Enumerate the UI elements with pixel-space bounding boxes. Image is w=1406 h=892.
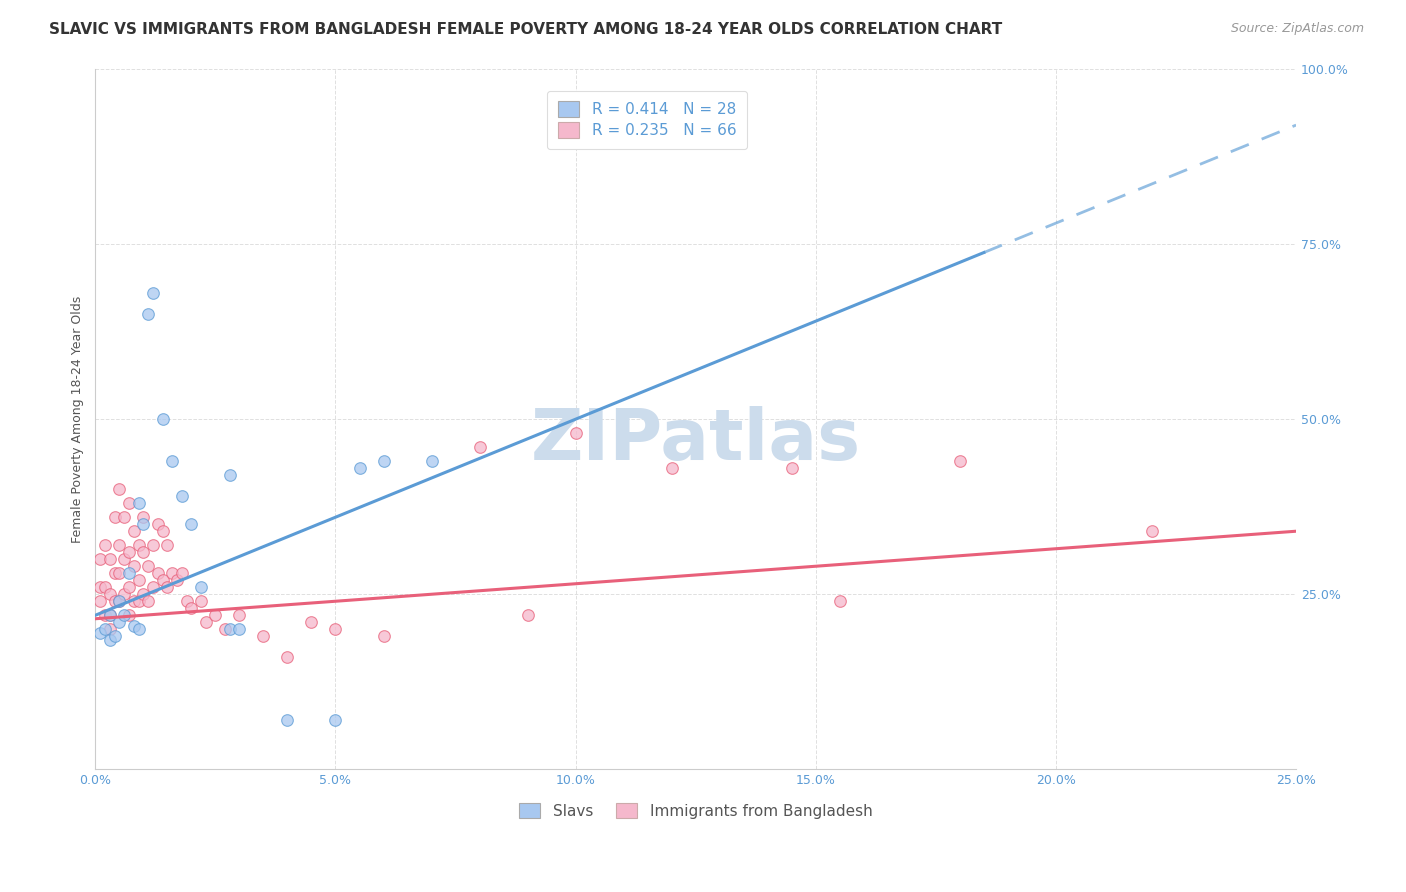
Point	[108, 594, 131, 608]
Point	[108, 538, 131, 552]
Point	[128, 594, 150, 608]
Point	[136, 594, 159, 608]
Point	[118, 496, 141, 510]
Point	[118, 580, 141, 594]
Point	[112, 608, 135, 623]
Point	[190, 580, 212, 594]
Point	[276, 713, 298, 727]
Point	[103, 629, 125, 643]
Point	[828, 594, 851, 608]
Point	[373, 454, 395, 468]
Point	[190, 594, 212, 608]
Point	[94, 608, 117, 623]
Point	[780, 461, 803, 475]
Point	[166, 573, 188, 587]
Text: SLAVIC VS IMMIGRANTS FROM BANGLADESH FEMALE POVERTY AMONG 18-24 YEAR OLDS CORREL: SLAVIC VS IMMIGRANTS FROM BANGLADESH FEM…	[49, 22, 1002, 37]
Point	[122, 594, 145, 608]
Point	[98, 552, 121, 566]
Point	[160, 454, 183, 468]
Point	[132, 517, 155, 532]
Point	[325, 713, 347, 727]
Point	[132, 587, 155, 601]
Point	[156, 580, 179, 594]
Point	[349, 461, 371, 475]
Point	[118, 545, 141, 559]
Point	[128, 622, 150, 636]
Point	[1140, 524, 1163, 539]
Point	[94, 580, 117, 594]
Point	[98, 608, 121, 623]
Point	[146, 566, 169, 581]
Point	[112, 587, 135, 601]
Point	[98, 587, 121, 601]
Point	[194, 615, 217, 630]
Point	[156, 538, 179, 552]
Point	[118, 608, 141, 623]
Point	[98, 608, 121, 623]
Point	[108, 482, 131, 496]
Point	[122, 524, 145, 539]
Point	[152, 412, 174, 426]
Point	[325, 622, 347, 636]
Point	[420, 454, 443, 468]
Point	[170, 489, 193, 503]
Point	[142, 538, 165, 552]
Point	[118, 566, 141, 581]
Point	[94, 538, 117, 552]
Point	[152, 524, 174, 539]
Legend: Slavs, Immigrants from Bangladesh: Slavs, Immigrants from Bangladesh	[513, 797, 879, 825]
Point	[108, 566, 131, 581]
Point	[373, 629, 395, 643]
Point	[214, 622, 236, 636]
Point	[516, 608, 538, 623]
Point	[146, 517, 169, 532]
Point	[136, 307, 159, 321]
Point	[468, 440, 491, 454]
Point	[136, 559, 159, 574]
Point	[89, 552, 111, 566]
Point	[180, 601, 202, 615]
Point	[103, 510, 125, 524]
Point	[949, 454, 972, 468]
Point	[112, 552, 135, 566]
Point	[160, 566, 183, 581]
Point	[661, 461, 683, 475]
Point	[276, 650, 298, 665]
Point	[142, 286, 165, 301]
Point	[103, 594, 125, 608]
Point	[98, 622, 121, 636]
Point	[89, 594, 111, 608]
Point	[228, 608, 250, 623]
Point	[108, 594, 131, 608]
Point	[204, 608, 226, 623]
Point	[98, 632, 121, 647]
Y-axis label: Female Poverty Among 18-24 Year Olds: Female Poverty Among 18-24 Year Olds	[72, 295, 84, 543]
Point	[122, 559, 145, 574]
Point	[103, 566, 125, 581]
Text: Source: ZipAtlas.com: Source: ZipAtlas.com	[1230, 22, 1364, 36]
Point	[132, 545, 155, 559]
Point	[218, 622, 240, 636]
Point	[108, 615, 131, 630]
Point	[89, 625, 111, 640]
Point	[128, 538, 150, 552]
Point	[252, 629, 274, 643]
Point	[176, 594, 198, 608]
Point	[228, 622, 250, 636]
Point	[128, 573, 150, 587]
Point	[152, 573, 174, 587]
Point	[94, 622, 117, 636]
Point	[142, 580, 165, 594]
Point	[89, 580, 111, 594]
Point	[122, 619, 145, 633]
Point	[170, 566, 193, 581]
Point	[128, 496, 150, 510]
Point	[112, 510, 135, 524]
Point	[564, 426, 586, 441]
Point	[218, 468, 240, 483]
Point	[301, 615, 323, 630]
Text: ZIPatlas: ZIPatlas	[530, 406, 860, 475]
Point	[180, 517, 202, 532]
Point	[132, 510, 155, 524]
